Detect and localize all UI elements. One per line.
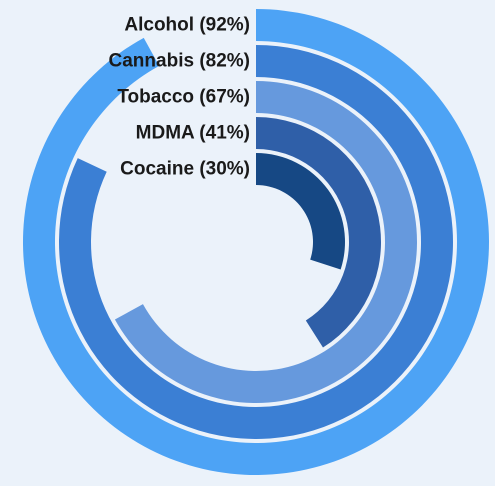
label-tobacco: Tobacco (67%) — [117, 87, 250, 108]
bar-alcohol — [22, 9, 490, 475]
label-alcohol: Alcohol (92%) — [124, 15, 250, 36]
label-cannabis: Cannabis (82%) — [109, 51, 250, 72]
chart-bars — [22, 9, 490, 475]
label-cocaine: Cocaine (30%) — [120, 159, 250, 180]
label-mdma: MDMA (41%) — [136, 123, 250, 144]
chart-labels: Alcohol (92%) Cannabis (82%) Tobacco (67%)… — [109, 15, 250, 180]
bar-cocaine — [256, 153, 346, 270]
bar-mdma — [256, 117, 382, 348]
